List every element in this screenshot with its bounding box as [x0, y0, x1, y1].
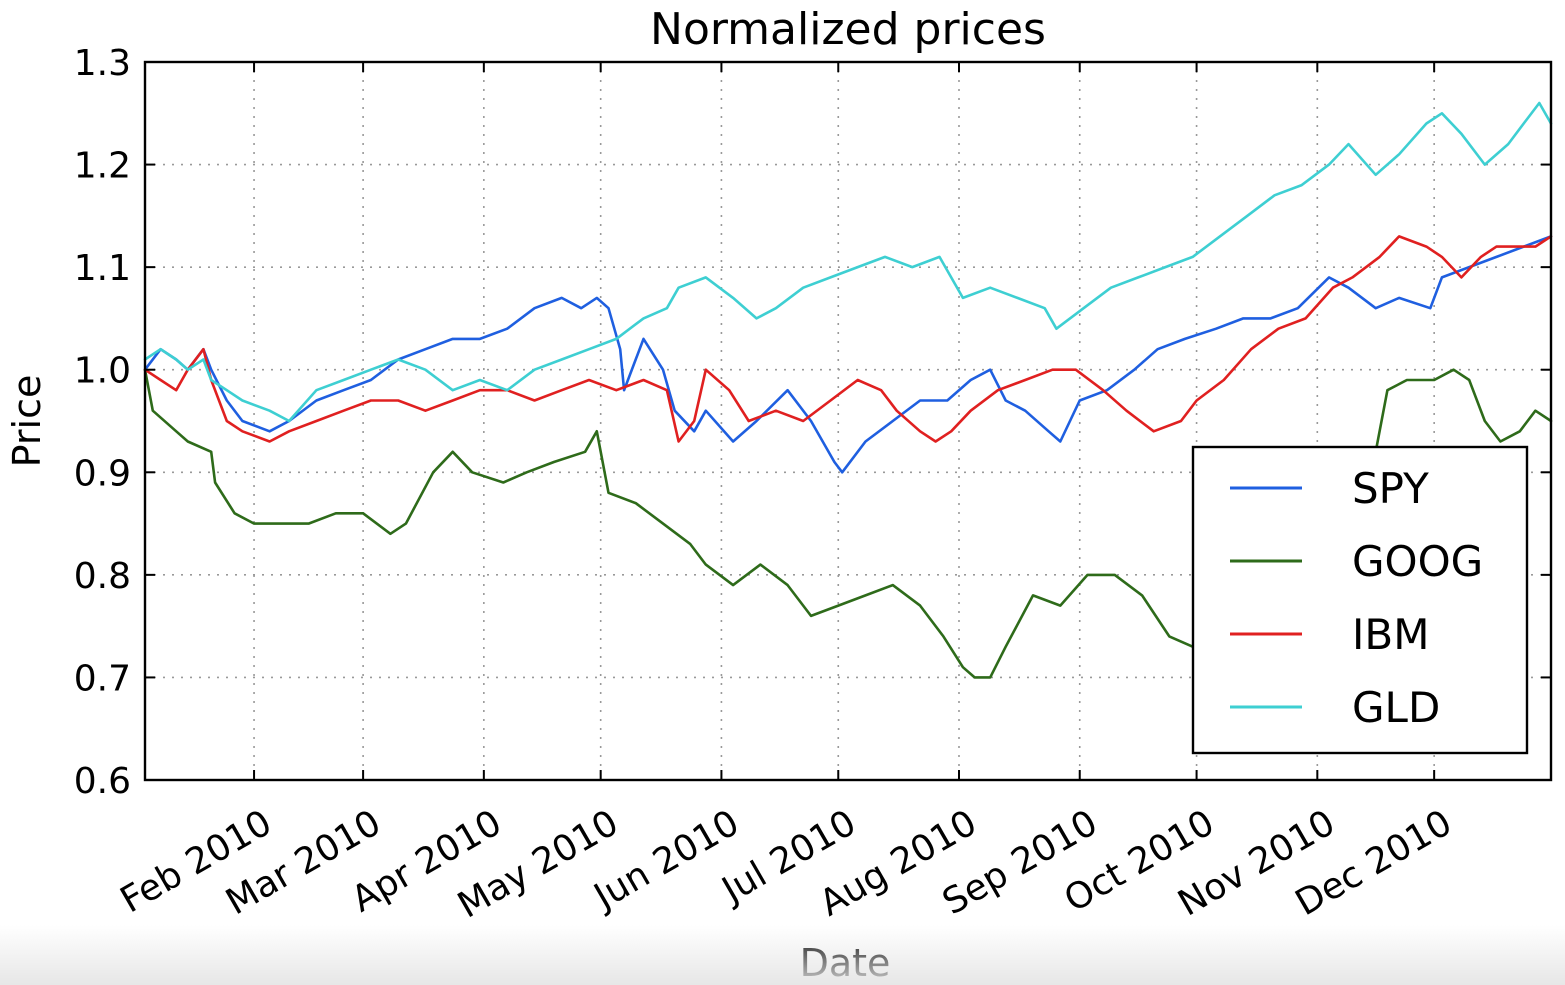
y-tick-label: 1.3	[74, 43, 131, 84]
series-line-ibm	[143, 235, 1553, 443]
grid	[145, 62, 1551, 780]
y-axis-label: Price	[5, 375, 49, 468]
chart-title: Normalized prices	[650, 4, 1046, 55]
x-axis-label: Date	[800, 941, 891, 985]
legend-label-gld: GLD	[1352, 683, 1440, 732]
y-tick-label: 1.2	[74, 146, 131, 187]
plot-area-frame	[143, 60, 1553, 782]
legend-label-spy: SPY	[1352, 464, 1429, 513]
y-axis-ticks: 0.6 0.7 0.8 0.9 1.0 1.1 1.2 1.3	[74, 43, 1551, 802]
y-tick-label: 0.8	[74, 556, 131, 597]
legend-label-ibm: IBM	[1352, 610, 1429, 659]
y-tick-label: 0.7	[74, 658, 131, 699]
y-tick-label: 0.6	[74, 761, 131, 802]
y-tick-label: 1.0	[74, 351, 131, 392]
y-tick-label: 1.1	[74, 248, 131, 289]
legend-entries: SPY GOOG IBM GLD	[1230, 464, 1483, 732]
series-line-spy	[143, 235, 1553, 474]
legend: SPY GOOG IBM GLD	[1191, 445, 1529, 755]
y-tick-label: 0.9	[74, 453, 131, 494]
legend-box	[1191, 445, 1529, 755]
series-line-gld	[143, 101, 1553, 423]
series-lines	[143, 101, 1553, 679]
legend-label-goog: GOOG	[1352, 537, 1483, 586]
